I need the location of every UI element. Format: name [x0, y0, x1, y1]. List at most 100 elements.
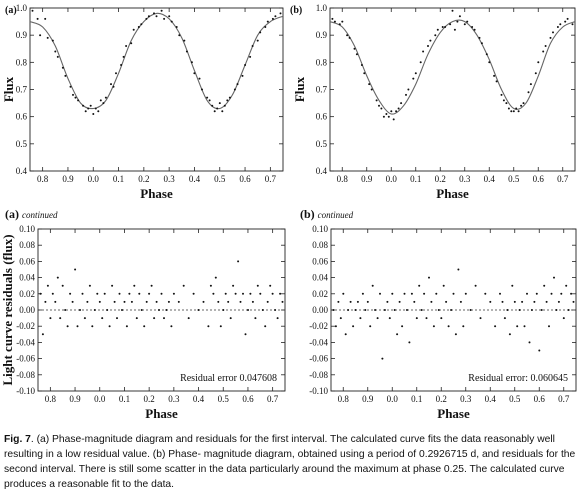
x-tick-label: 0.8: [338, 394, 350, 404]
chart-b_top: 0.8 0.9 0.0 0.1 0.2 0.3 0.4 0.5 0.6 0.7 0.4 0.5 0.6 0…: [292, 3, 576, 201]
x-tick-label: 0.5: [218, 394, 230, 404]
x-tick-label: 0.5: [214, 174, 226, 184]
data-point: [564, 20, 567, 23]
data-point: [405, 93, 407, 96]
data-point: [216, 107, 219, 110]
data-point: [94, 107, 97, 110]
x-tick-label: 0.4: [189, 174, 201, 184]
data-point: [170, 20, 173, 23]
data-point: [419, 61, 422, 64]
data-point: [113, 300, 116, 303]
data-point: [430, 300, 433, 303]
data-point: [501, 300, 504, 303]
data-point: [207, 325, 210, 328]
data-point: [534, 72, 537, 75]
panel-tag-b_top: (b): [290, 5, 302, 16]
data-point: [89, 104, 92, 107]
data-point: [183, 39, 186, 42]
data-point: [261, 309, 264, 311]
y-tick-label: -0.04: [16, 337, 35, 347]
data-point: [234, 292, 237, 295]
data-point: [518, 309, 521, 311]
data-point: [415, 317, 418, 320]
x-tick-label: 0.6: [533, 174, 545, 184]
data-point: [259, 31, 262, 34]
data-point: [59, 317, 62, 320]
data-point: [342, 292, 345, 295]
data-point: [170, 325, 173, 328]
data-point: [39, 292, 42, 295]
data-point: [222, 309, 225, 311]
data-point: [435, 292, 438, 295]
data-point: [503, 317, 506, 320]
data-point: [247, 309, 249, 311]
y-tick-label: 0.6: [16, 112, 28, 122]
x-tick-label: 0.7: [557, 174, 569, 184]
data-point: [212, 292, 215, 295]
data-point: [271, 17, 274, 20]
data-point: [125, 45, 128, 47]
data-point: [86, 300, 89, 303]
data-point: [256, 39, 259, 42]
data-point: [521, 300, 524, 303]
data-point: [397, 107, 400, 110]
data-point: [334, 325, 337, 328]
data-point: [123, 300, 126, 303]
x-tick-label: 0.4: [485, 394, 497, 404]
x-tick-label: 0.0: [94, 394, 106, 404]
data-point: [133, 284, 136, 287]
data-point: [526, 292, 528, 295]
data-point: [140, 309, 143, 311]
data-point: [502, 99, 505, 102]
data-point: [64, 309, 67, 311]
data-point: [516, 325, 519, 328]
data-point: [495, 80, 498, 83]
data-point: [281, 300, 284, 303]
data-point: [436, 28, 439, 31]
data-point: [106, 309, 109, 311]
y-axis-label: Flux: [292, 76, 307, 102]
y-axis-label: Flux: [1, 76, 16, 102]
data-point: [147, 15, 150, 18]
data-point: [529, 83, 532, 86]
data-point: [512, 110, 515, 113]
y-tick-label: 0.00: [19, 305, 35, 315]
data-point: [137, 26, 140, 28]
data-point: [206, 96, 209, 99]
y-tick-label: -0.04: [309, 337, 328, 347]
data-point: [276, 317, 279, 320]
data-point: [444, 26, 447, 28]
data-point: [339, 317, 342, 320]
data-point: [279, 12, 282, 15]
data-point: [69, 292, 72, 295]
data-point: [488, 61, 491, 64]
data-point: [552, 31, 554, 34]
data-point: [54, 50, 57, 53]
x-axis-label: Phase: [140, 186, 173, 201]
data-point: [145, 300, 148, 303]
y-tick-label: 0.04: [19, 273, 35, 283]
data-point: [71, 300, 74, 303]
data-point: [138, 292, 141, 295]
data-point: [420, 309, 423, 311]
data-point: [459, 300, 462, 303]
data-point: [544, 45, 547, 47]
data-point: [480, 42, 483, 45]
data-point: [406, 309, 408, 311]
plot-frame: [29, 7, 284, 172]
plot-frame: [329, 7, 576, 172]
data-point: [361, 292, 364, 295]
panel-tag-b_bottom: (b) continued: [300, 207, 354, 221]
data-point: [408, 341, 411, 344]
data-point: [150, 284, 153, 287]
x-tick-label: 0.7: [267, 394, 279, 404]
data-point: [165, 309, 168, 311]
data-point: [511, 284, 514, 287]
x-tick-label: 0.1: [410, 174, 421, 184]
x-tick-label: 0.6: [534, 394, 546, 404]
y-tick-label: -0.10: [16, 386, 35, 396]
data-point: [135, 317, 138, 320]
data-point: [571, 23, 574, 26]
y-tick-label: 0.4: [316, 166, 328, 176]
x-tick-label: 0.8: [37, 174, 49, 184]
